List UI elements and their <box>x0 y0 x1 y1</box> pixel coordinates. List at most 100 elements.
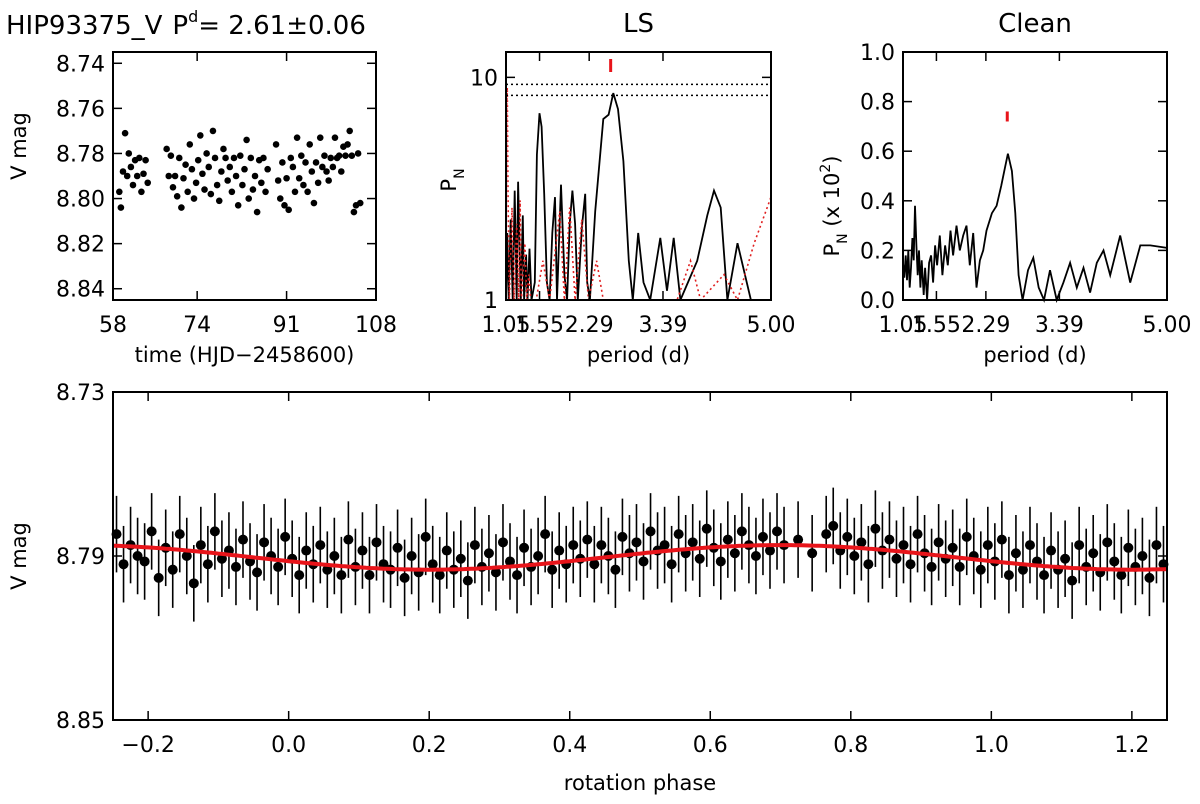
phased-point <box>364 570 375 581</box>
phased-point <box>1074 540 1085 551</box>
lightcurve-point <box>239 181 246 189</box>
figure-title: HIP93375_V Pd= 2.61±0.06 <box>6 7 366 41</box>
lightcurve-point <box>260 154 267 162</box>
phased-point <box>118 559 129 570</box>
phased-point <box>252 567 263 578</box>
ls-y-axis-label: PN <box>437 168 468 191</box>
lightcurve-point <box>335 152 343 160</box>
lightcurve-point <box>119 168 127 175</box>
phased-point <box>392 542 403 553</box>
lightcurve-point <box>175 154 183 162</box>
phased-point <box>237 534 248 545</box>
lightcurve-point <box>331 134 339 141</box>
lightcurve-point <box>116 188 123 196</box>
lightcurve-point <box>304 188 311 196</box>
phased-point <box>589 559 600 570</box>
phased-point <box>434 570 445 581</box>
lightcurve-point <box>207 190 215 198</box>
clean-x-tick-label: 3.39 <box>1035 313 1084 338</box>
phased-point <box>174 529 185 540</box>
ls-x-tick-label: 3.39 <box>638 313 687 338</box>
lightcurve-point <box>194 156 202 164</box>
phased-x-tick-label: 0.6 <box>693 733 728 758</box>
phased-y-tick-label: 8.79 <box>56 545 105 570</box>
phased-point <box>188 578 199 589</box>
lightcurve-point <box>178 204 185 211</box>
phased-point <box>596 540 607 551</box>
lightcurve-point <box>348 152 356 160</box>
phased-point <box>490 567 501 578</box>
clean-frame <box>902 51 1168 301</box>
phased-point <box>132 551 143 561</box>
lightcurve-point <box>276 195 284 202</box>
phased-point <box>926 561 937 572</box>
phased-point <box>322 564 333 575</box>
phased-point <box>455 553 466 564</box>
lightcurve-point <box>230 154 238 162</box>
phased-point <box>947 542 958 553</box>
phased-point <box>617 531 628 542</box>
lightcurve-point <box>228 188 236 196</box>
lightcurve-point <box>314 179 322 187</box>
lightcurve-y-tick-label: 8.78 <box>56 142 105 167</box>
lightcurve-point <box>289 163 297 171</box>
phased-point <box>715 556 726 567</box>
phased-point <box>912 529 923 540</box>
ls-y-label-main: P <box>437 179 461 192</box>
phased-point <box>497 537 508 548</box>
lightcurve-point <box>138 188 145 196</box>
phased-point <box>427 559 438 570</box>
lightcurve-point <box>308 168 316 175</box>
lightcurve-point <box>171 172 179 180</box>
phased-point <box>280 531 291 542</box>
phased-point <box>1088 548 1099 559</box>
ls-panel: 1.051.55 2.29 3.39 5.00 1 10 period (d) LS PN <box>437 9 795 367</box>
ls-series-window <box>506 87 771 300</box>
lightcurve-point <box>188 165 196 173</box>
lightcurve-point <box>218 168 225 175</box>
phased-point <box>870 523 881 534</box>
lightcurve-point <box>356 199 364 207</box>
phased-y-tick-label: 8.73 <box>56 381 105 406</box>
lightcurve-point <box>302 159 309 166</box>
phased-point <box>505 556 516 567</box>
phased-point <box>111 529 122 540</box>
lightcurve-x-axis-label: time (HJD−2458600) <box>135 343 355 367</box>
phased-point <box>610 564 621 575</box>
phased-point <box>371 537 382 548</box>
phased-point <box>821 529 832 540</box>
lightcurve-x-tick-label: 108 <box>355 313 397 338</box>
phased-point <box>301 545 312 556</box>
ls-title: LS <box>623 9 654 39</box>
lightcurve-point <box>247 154 255 162</box>
lightcurve-point <box>316 134 324 141</box>
clean-y-label-end: ) <box>820 156 844 164</box>
lightcurve-point <box>190 195 198 202</box>
period-superscript: d <box>188 7 198 26</box>
lightcurve-point <box>136 154 143 162</box>
lightcurve-point <box>298 152 305 160</box>
clean-title: Clean <box>998 9 1072 39</box>
phased-point <box>645 526 656 537</box>
lightcurve-point <box>279 159 286 166</box>
phased-point <box>519 542 530 553</box>
phased-point <box>399 572 410 583</box>
ls-x-axis-label: period (d) <box>587 343 690 367</box>
ls-frame <box>505 51 772 301</box>
phased-point <box>469 540 480 551</box>
phased-point <box>1003 570 1014 581</box>
lightcurve-point <box>321 152 328 160</box>
clean-y-label-sup: 2 <box>818 164 834 173</box>
lightcurve-y-tick-label: 8.82 <box>56 233 105 258</box>
phased-panel: −0.2 0.0 0.2 0.4 0.6 0.8 1.0 1.2 8.73 8.79 8.85 rot… <box>7 381 1169 795</box>
phased-point <box>554 545 565 556</box>
lightcurve-point <box>232 172 240 180</box>
phased-x-tick-label: 0.4 <box>552 733 587 758</box>
lightcurve-point <box>262 188 269 196</box>
lightcurve-point <box>184 188 191 196</box>
phased-point <box>1158 559 1169 570</box>
lightcurve-point <box>182 161 189 169</box>
phased-point <box>512 570 523 581</box>
clean-y-label-main: P <box>820 244 844 257</box>
ls-x-tick-label: 5.00 <box>747 313 796 338</box>
